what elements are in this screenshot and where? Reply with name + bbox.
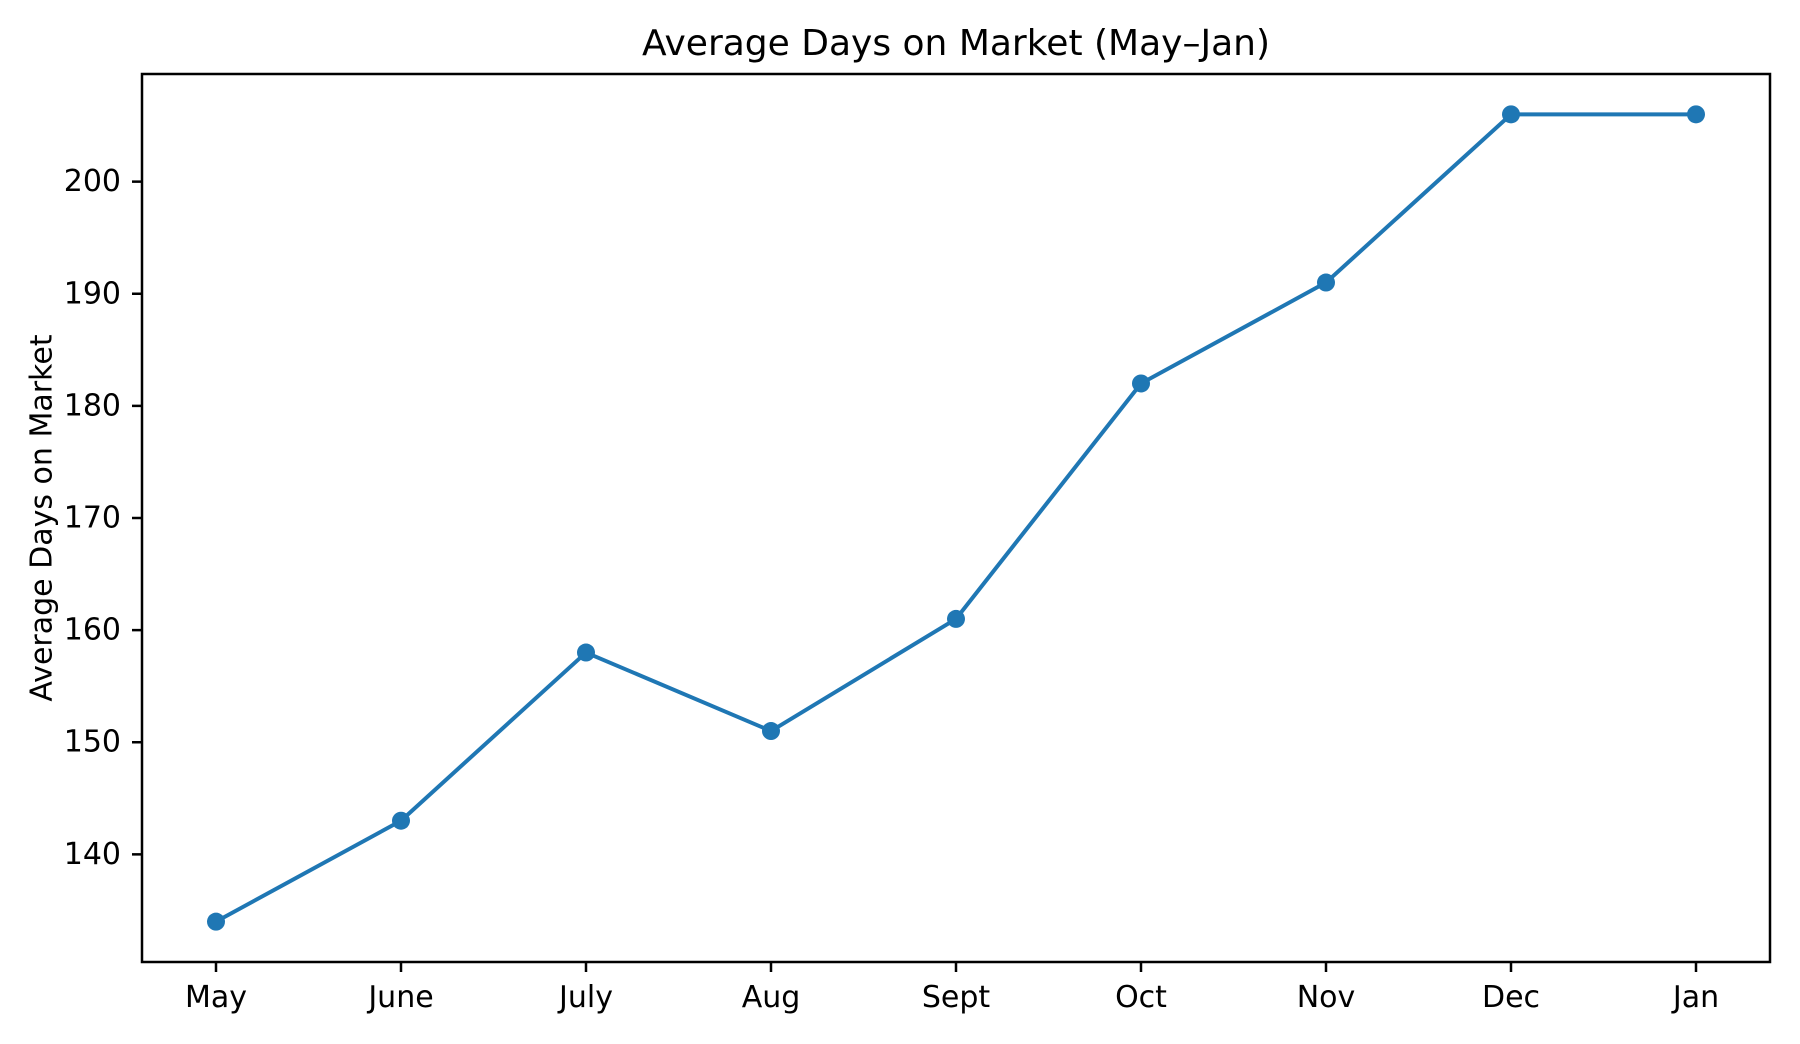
axes: 140 150 160 170 180 190 200 May June July Aug Sept O… xyxy=(64,72,1772,1015)
y-tick-label: 160 xyxy=(64,613,121,648)
x-tick-label: Aug xyxy=(742,980,801,1015)
y-tick-label: 170 xyxy=(64,501,121,536)
x-tick-label: Sept xyxy=(922,980,991,1015)
x-tick-label: Jan xyxy=(1671,980,1719,1015)
data-point xyxy=(947,609,965,628)
y-tick-label: 200 xyxy=(64,164,121,199)
y-axis: 140 150 160 170 180 190 200 xyxy=(64,164,142,872)
data-point xyxy=(392,811,410,830)
y-tick-label: 140 xyxy=(64,837,121,872)
data-point xyxy=(1687,105,1705,124)
data-point xyxy=(762,722,780,741)
x-tick-label: Dec xyxy=(1482,980,1540,1015)
data-point xyxy=(1317,273,1335,292)
x-tick-label: May xyxy=(185,980,247,1015)
x-tick-label: Oct xyxy=(1115,980,1167,1015)
chart-title: Average Days on Market (May–Jan) xyxy=(642,23,1270,64)
x-tick-label: July xyxy=(557,980,613,1015)
data-point xyxy=(577,643,595,662)
x-tick-label: Nov xyxy=(1297,980,1356,1015)
x-axis: May June July Aug Sept Oct Nov Dec Jan xyxy=(185,962,1719,1015)
y-tick-label: 180 xyxy=(64,388,121,423)
data-point xyxy=(1132,374,1150,393)
data-point xyxy=(1502,105,1520,124)
data-series xyxy=(207,105,1705,931)
y-tick-label: 190 xyxy=(64,276,121,311)
x-tick-label: June xyxy=(366,980,433,1015)
y-tick-label: 150 xyxy=(64,725,121,760)
y-axis-label: Average Days on Market xyxy=(25,334,60,701)
data-point xyxy=(207,912,225,931)
data-line xyxy=(214,112,1698,924)
